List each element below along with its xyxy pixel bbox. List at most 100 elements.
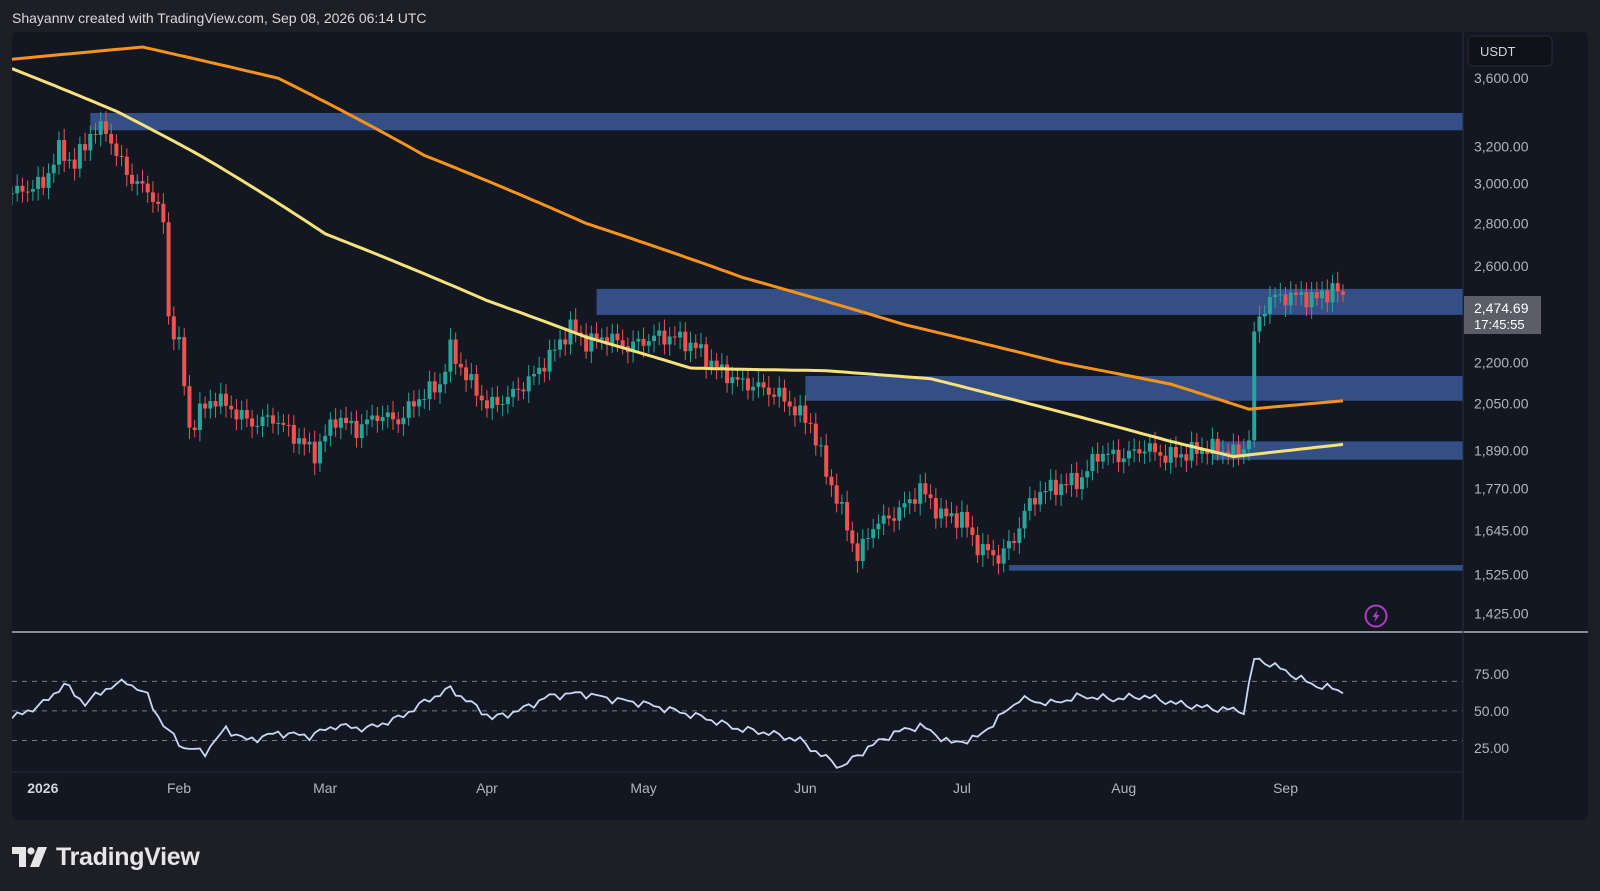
candle bbox=[182, 328, 187, 396]
time-tick-label: Sep bbox=[1273, 780, 1298, 796]
candle bbox=[1220, 440, 1225, 465]
candle bbox=[761, 374, 766, 396]
candle bbox=[1252, 321, 1257, 448]
candle bbox=[244, 399, 249, 428]
candle bbox=[1210, 427, 1215, 466]
candle bbox=[537, 356, 542, 385]
candle bbox=[36, 166, 41, 201]
candle bbox=[25, 180, 30, 202]
candle bbox=[631, 330, 636, 363]
candle bbox=[636, 331, 641, 351]
candle bbox=[766, 376, 771, 407]
supply-demand-zones bbox=[90, 112, 1463, 571]
candle bbox=[1278, 282, 1283, 303]
candle bbox=[119, 144, 124, 167]
candle bbox=[417, 389, 422, 417]
candle bbox=[349, 411, 354, 435]
candle bbox=[996, 544, 1001, 575]
candle bbox=[338, 409, 343, 440]
candle bbox=[646, 333, 651, 353]
candle bbox=[897, 500, 902, 530]
time-axis[interactable]: 2026 Feb Mar Apr May Jun Jul Aug Sep bbox=[27, 780, 1298, 796]
candle bbox=[124, 148, 129, 187]
candle bbox=[959, 500, 964, 538]
candle bbox=[380, 405, 385, 430]
candle bbox=[41, 166, 46, 196]
candle bbox=[370, 404, 375, 428]
candle bbox=[698, 332, 703, 357]
candle bbox=[792, 397, 797, 427]
candle bbox=[845, 490, 850, 542]
candle bbox=[803, 395, 808, 435]
candle bbox=[912, 488, 917, 513]
candle bbox=[511, 381, 516, 407]
candle bbox=[756, 371, 761, 398]
candle bbox=[385, 405, 390, 428]
candle bbox=[77, 136, 82, 178]
candle bbox=[933, 488, 938, 529]
time-tick-label: 2026 bbox=[27, 780, 58, 796]
candle bbox=[824, 434, 829, 485]
candle bbox=[740, 368, 745, 392]
price-tick-label: 2,800.00 bbox=[1474, 215, 1529, 231]
candle bbox=[67, 152, 72, 169]
candle bbox=[114, 134, 119, 166]
candle bbox=[589, 325, 594, 364]
candle bbox=[297, 428, 302, 455]
last-price-label: 2,474.69 17:45:55 bbox=[1464, 296, 1541, 334]
price-chart[interactable]: USDT 3,600.00 3,200.00 3,000.00 2,800.00 2,6… bbox=[12, 32, 1588, 820]
candle bbox=[469, 362, 474, 389]
candle bbox=[88, 125, 93, 162]
candle bbox=[1314, 281, 1319, 306]
time-tick-label: Mar bbox=[313, 780, 337, 796]
candle bbox=[1001, 538, 1006, 573]
candle bbox=[662, 319, 667, 355]
tradingview-brand[interactable]: TradingView bbox=[12, 842, 200, 872]
candle bbox=[1038, 480, 1043, 512]
candle bbox=[777, 376, 782, 408]
candle bbox=[333, 408, 338, 437]
candle bbox=[250, 410, 255, 439]
candle bbox=[453, 332, 458, 375]
rsi-axis[interactable]: 75.00 50.00 25.00 bbox=[1474, 666, 1509, 756]
candle bbox=[881, 504, 886, 536]
candle bbox=[860, 529, 865, 569]
candle bbox=[135, 174, 140, 196]
candle bbox=[547, 339, 552, 381]
time-tick-label: Aug bbox=[1111, 780, 1136, 796]
candle bbox=[892, 506, 897, 533]
chart-background bbox=[12, 32, 1588, 820]
price-tick-label: 1,645.00 bbox=[1474, 523, 1529, 539]
candle bbox=[396, 411, 401, 433]
candle bbox=[923, 472, 928, 503]
candle bbox=[140, 169, 145, 193]
candle bbox=[83, 132, 88, 162]
candle bbox=[281, 414, 286, 433]
brand-name: TradingView bbox=[56, 842, 200, 871]
candle bbox=[1048, 469, 1053, 501]
lightning-icon[interactable] bbox=[1364, 604, 1388, 628]
candle bbox=[1106, 442, 1111, 466]
candle bbox=[1012, 532, 1017, 551]
candle bbox=[1064, 473, 1069, 494]
candle bbox=[1126, 441, 1131, 467]
bar-countdown: 17:45:55 bbox=[1474, 317, 1525, 332]
candle bbox=[1132, 438, 1137, 463]
candle bbox=[651, 324, 656, 353]
candle bbox=[265, 403, 270, 427]
currency-button[interactable]: USDT bbox=[1467, 35, 1553, 67]
chart-frame[interactable]: USDT 3,600.00 3,200.00 3,000.00 2,800.00 2,6… bbox=[12, 32, 1588, 820]
candle bbox=[772, 387, 777, 405]
candle bbox=[1043, 482, 1048, 504]
candle bbox=[464, 359, 469, 392]
price-tick-label: 2,200.00 bbox=[1474, 355, 1529, 371]
candle bbox=[1189, 431, 1194, 468]
price-axis[interactable]: 3,600.00 3,200.00 3,000.00 2,800.00 2,600.00… bbox=[1474, 70, 1529, 621]
candle bbox=[907, 491, 912, 515]
candle bbox=[980, 533, 985, 567]
candle bbox=[1267, 285, 1272, 324]
candle bbox=[986, 534, 991, 559]
candle bbox=[886, 507, 891, 526]
candle bbox=[798, 395, 803, 423]
candle bbox=[970, 516, 975, 547]
